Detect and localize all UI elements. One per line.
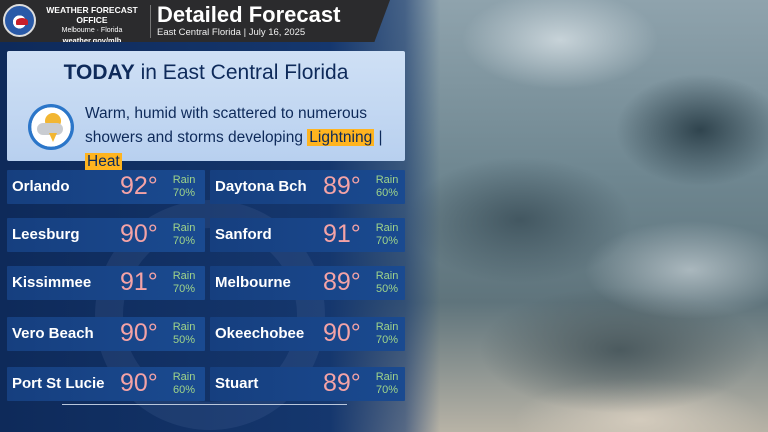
city-row-orlando: Orlando 92° Rain 70% (7, 170, 205, 204)
rain-value: 50% (172, 334, 196, 346)
rain-label: Rain (375, 321, 399, 333)
city-temp: 90° (120, 319, 158, 347)
city-name: Stuart (215, 375, 259, 392)
city-row-leesburg: Leesburg 90° Rain 70% (7, 218, 205, 252)
rain-value: 50% (375, 283, 399, 295)
rain-label: Rain (172, 174, 196, 186)
city-rain: Rain 70% (370, 222, 404, 248)
city-name: Okeechobee (215, 325, 305, 342)
city-name: Kissimmee (12, 274, 92, 291)
today-summary-box: TODAY in East Central Florida Warm, humi… (7, 51, 405, 170)
office-location: Melbourne · Florida (61, 27, 123, 34)
city-temp: 89° (323, 172, 361, 200)
city-name: Orlando (12, 178, 70, 195)
office-website: weather.gov/mlb (62, 36, 122, 45)
city-temp: 90° (120, 369, 158, 397)
rain-label: Rain (172, 371, 196, 383)
city-rain: Rain 70% (167, 270, 201, 296)
city-name: Port St Lucie (12, 375, 105, 392)
city-row-kissimmee: Kissimmee 91° Rain 70% (7, 266, 205, 300)
rain-label: Rain (172, 270, 196, 282)
header-divider (150, 5, 151, 38)
rain-value: 60% (172, 384, 196, 396)
city-name: Daytona Bch (215, 178, 307, 195)
today-heading: TODAY in East Central Florida (7, 61, 405, 85)
city-rain: Rain 70% (167, 222, 201, 248)
city-row-stuart: Stuart 89° Rain 70% (210, 367, 405, 401)
city-temp: 91° (323, 220, 361, 248)
city-rain: Rain 60% (167, 371, 201, 397)
city-rain: Rain 50% (370, 270, 404, 296)
description-text: Warm, humid with scattered to numerous s… (85, 105, 367, 146)
city-row-sanford: Sanford 91° Rain 70% (210, 218, 405, 252)
rain-label: Rain (375, 222, 399, 234)
city-temp: 89° (323, 369, 361, 397)
lightning-bolt-icon (49, 133, 57, 142)
rain-value: 70% (375, 384, 399, 396)
header-bar: WEATHER FORECAST OFFICE Melbourne · Flor… (0, 0, 390, 42)
city-temp: 90° (120, 220, 158, 248)
thunderstorm-sun-icon (28, 104, 74, 150)
office-block: WEATHER FORECAST OFFICE Melbourne · Flor… (37, 5, 147, 45)
city-row-vero-beach: Vero Beach 90° Rain 50% (7, 317, 205, 351)
rain-value: 70% (375, 334, 399, 346)
rain-label: Rain (172, 321, 196, 333)
city-row-okeechobee: Okeechobee 90° Rain 70% (210, 317, 405, 351)
city-rain: Rain 70% (370, 321, 404, 347)
city-name: Leesburg (12, 226, 80, 243)
today-heading-rest: in East Central Florida (134, 61, 349, 84)
rain-label: Rain (172, 222, 196, 234)
bottom-divider (62, 404, 347, 405)
city-rain: Rain 70% (167, 174, 201, 200)
city-row-port-st-lucie: Port St Lucie 90° Rain 60% (7, 367, 205, 401)
logo-bird-icon (16, 18, 28, 25)
city-temp: 90° (323, 319, 361, 347)
rain-label: Rain (375, 270, 399, 282)
rain-label: Rain (375, 371, 399, 383)
city-rain: Rain 70% (370, 371, 404, 397)
city-rain: Rain 60% (370, 174, 404, 200)
city-temp: 91° (120, 268, 158, 296)
city-temp: 89° (323, 268, 361, 296)
office-name: WEATHER FORECAST OFFICE (46, 5, 138, 25)
cloud-icon (37, 123, 63, 135)
page-subtitle: East Central Florida | July 16, 2025 (157, 27, 306, 38)
city-name: Vero Beach (12, 325, 94, 342)
city-row-melbourne: Melbourne 89° Rain 50% (210, 266, 405, 300)
rain-value: 70% (375, 235, 399, 247)
tag-divider: | (378, 129, 383, 146)
city-name: Melbourne (215, 274, 291, 291)
city-rain: Rain 50% (167, 321, 201, 347)
today-description: Warm, humid with scattered to numerous s… (85, 102, 405, 174)
city-row-daytona: Daytona Bch 89° Rain 60% (210, 170, 405, 204)
heat-tag: Heat (85, 153, 122, 170)
rain-value: 60% (375, 187, 399, 199)
nws-logo-icon (3, 4, 36, 37)
today-heading-bold: TODAY (63, 61, 135, 84)
rain-value: 70% (172, 283, 196, 295)
rain-value: 70% (172, 235, 196, 247)
rain-value: 70% (172, 187, 196, 199)
lightning-tag: Lightning (307, 129, 375, 146)
rain-label: Rain (375, 174, 399, 186)
city-temp: 92° (120, 172, 158, 200)
city-name: Sanford (215, 226, 272, 243)
page-title: Detailed Forecast (157, 2, 341, 27)
